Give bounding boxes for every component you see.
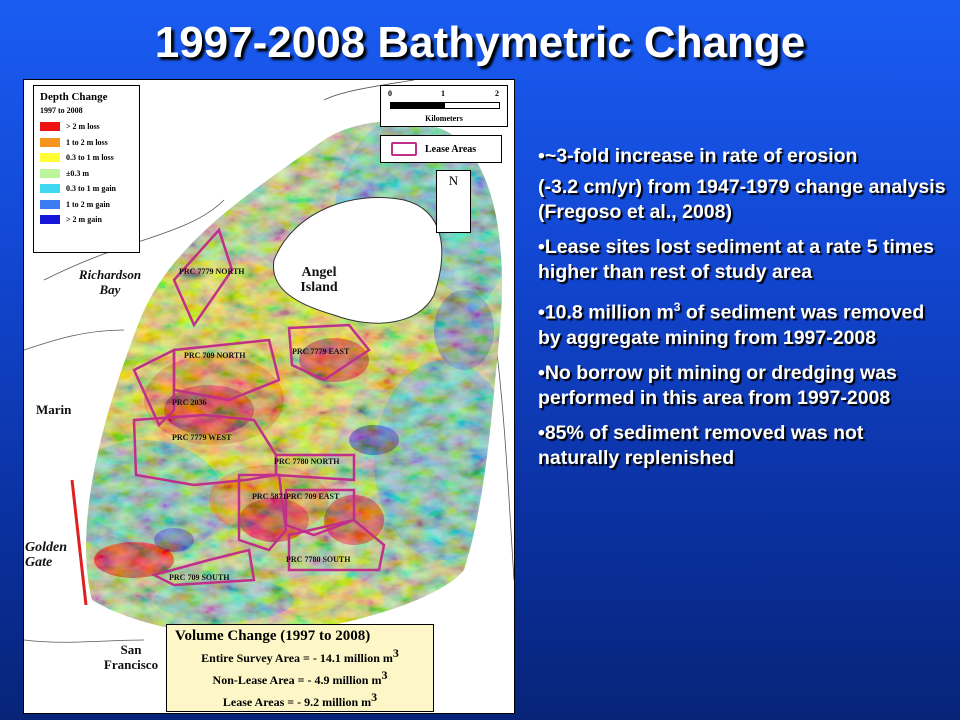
legend-label: > 2 m gain <box>66 215 102 225</box>
bullet-list: •~3-fold increase in rate of erosion (-3… <box>538 144 948 481</box>
lease-label-prc709south: PRC 709 SOUTH <box>169 573 230 582</box>
bullet-volume-sup: 3 <box>673 300 681 314</box>
legend-item: > 2 m loss <box>40 119 133 135</box>
lease-area-polygons <box>132 227 386 587</box>
legend-item: 1 to 2 m loss <box>40 135 133 151</box>
scale-bar: 0 1 2 Kilometers <box>380 85 508 127</box>
coastline <box>493 329 514 581</box>
place-angel-island: Angel Island <box>300 265 338 295</box>
golden-gate-line <box>70 479 88 606</box>
lease-label-prc7780north: PRC 7780 NORTH <box>274 457 340 466</box>
coastline <box>24 329 125 351</box>
place-marin: Marin <box>36 402 72 417</box>
bullet-lease-loss: •Lease sites lost sediment at a rate 5 t… <box>538 236 934 283</box>
legend-label: > 2 m loss <box>66 122 100 132</box>
lease-label-prc2036: PRC 2036 <box>172 398 207 407</box>
lease-label-prc709north: PRC 709 NORTH <box>184 351 246 360</box>
scale-tick-0: 0 <box>388 89 392 98</box>
lease-polygon-prc2036 <box>132 347 176 428</box>
bullet-volume-pre: •10.8 million m <box>538 301 674 324</box>
bullet-no-dredging: •No borrow pit mining or dredging was pe… <box>538 361 897 409</box>
bullet-volume-post: of sediment was removed by aggregate min… <box>538 301 925 349</box>
legend-swatch <box>40 137 60 147</box>
bullet-erosion-detail: (-3.2 cm/yr) from 1947-1979 change analy… <box>538 176 946 223</box>
legend-item: 1 to 2 m gain <box>40 197 133 213</box>
bathymetry-map: Depth Change 1997 to 2008 > 2 m loss 1 to… <box>23 79 515 714</box>
legend-swatch <box>40 153 60 163</box>
bullet-volume-removed: •10.8 million m3 of sediment was removed… <box>538 295 948 351</box>
place-richardson-bay: Richardson Bay <box>78 267 142 297</box>
volume-lease-line: Lease Areas = - 9.2 million m3 <box>175 689 425 711</box>
north-label: N <box>448 173 459 188</box>
lease-areas-legend: Lease Areas <box>380 135 502 163</box>
legend-swatch <box>40 184 60 194</box>
volume-nonlease: Non-Lease Area = - 4.9 million m <box>212 673 382 687</box>
coastline <box>43 199 225 281</box>
lease-label-prc7779west: PRC 7779 WEST <box>172 433 232 442</box>
lease-polygon-prc7780north <box>274 453 356 482</box>
legend-item: ±0.3 m <box>40 166 133 182</box>
north-indicator: N <box>436 170 471 233</box>
scale-unit: Kilometers <box>425 114 463 123</box>
lease-polygon-prc5871 <box>237 473 288 552</box>
legend-swatch <box>40 122 60 132</box>
lease-label-prc7779east: PRC 7779 EAST <box>292 347 350 356</box>
scale-bar-graphic <box>390 102 500 109</box>
scale-tick-1: 1 <box>441 89 445 98</box>
lease-polygon-prc7779north <box>172 227 234 328</box>
lease-label-prc7779north: PRC 7779 NORTH <box>179 267 245 276</box>
legend-label: 1 to 2 m gain <box>66 199 110 209</box>
legend-swatch <box>40 215 60 225</box>
legend-label: ±0.3 m <box>66 168 90 178</box>
volume-change-box: Volume Change (1997 to 2008) Entire Surv… <box>166 624 434 712</box>
depth-legend: Depth Change 1997 to 2008 > 2 m loss 1 to… <box>33 85 140 253</box>
legend-subtitle: 1997 to 2008 <box>40 106 83 115</box>
volume-entire-line: Entire Survey Area = - 14.1 million m3 <box>175 645 425 667</box>
coastline <box>24 639 145 643</box>
legend-label: 1 to 2 m loss <box>66 137 108 147</box>
volume-nonlease-line: Non-Lease Area = - 4.9 million m3 <box>175 667 425 689</box>
lease-label-prc7780south: PRC 7780 SOUTH <box>286 555 351 564</box>
coastline <box>323 80 415 101</box>
volume-exp: 3 <box>392 646 399 660</box>
volume-lease: Lease Areas = - 9.2 million m <box>222 695 372 709</box>
angel-island-land <box>272 197 443 324</box>
legend-swatch <box>40 168 60 178</box>
lease-polygon-prc7779east <box>287 323 371 382</box>
legend-title: Depth Change <box>40 91 108 103</box>
bullet-not-replenished: •85% of sediment removed was not natural… <box>538 421 864 469</box>
legend-label: 0.3 to 1 m gain <box>66 184 116 194</box>
place-golden-gate: Golden Gate <box>25 540 67 570</box>
volume-exp: 3 <box>381 668 388 682</box>
legend-item: 0.3 to 1 m gain <box>40 181 133 197</box>
lease-polygon-prc7780south <box>287 518 386 572</box>
slide-title: 1997-2008 Bathymetric Change <box>154 18 806 67</box>
legend-item: 0.3 to 1 m loss <box>40 150 133 166</box>
map-graphic <box>24 80 514 643</box>
volume-title: Volume Change (1997 to 2008) <box>175 628 371 644</box>
legend-swatch <box>40 199 60 209</box>
volume-exp: 3 <box>371 690 378 704</box>
bullet-erosion: •~3-fold increase in rate of erosion <box>538 145 858 167</box>
legend-item: > 2 m gain <box>40 212 133 228</box>
scale-tick-2: 2 <box>495 89 499 98</box>
lease-area-swatch <box>391 142 417 156</box>
lease-label-prc5871: PRC 5871 <box>252 492 287 501</box>
lease-label-prc709east: PRC 709 EAST <box>286 492 340 501</box>
place-san-francisco: San Francisco <box>103 642 159 672</box>
lease-polygon-prc709east <box>284 488 356 537</box>
volume-entire: Entire Survey Area = - 14.1 million m <box>201 651 393 665</box>
legend-label: 0.3 to 1 m loss <box>66 153 114 163</box>
lease-areas-label: Lease Areas <box>425 143 477 155</box>
lease-polygon-prc709south <box>150 548 256 587</box>
